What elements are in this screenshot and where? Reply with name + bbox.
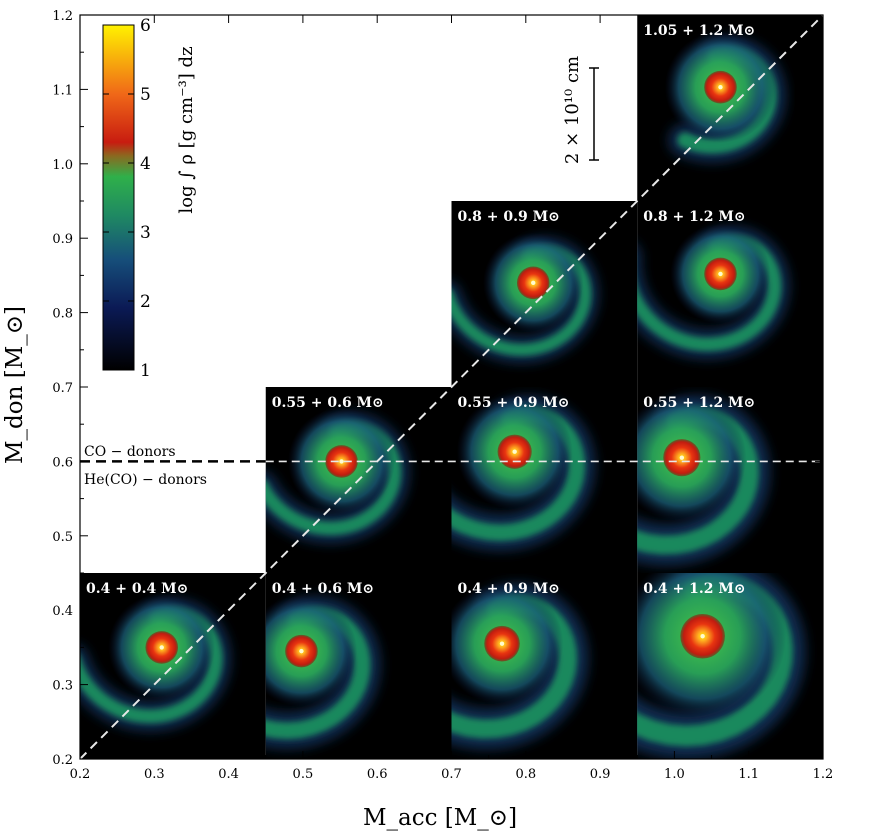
y-tick-label: 0.8: [52, 307, 73, 322]
x-axis-label: M_acc [M_⊙]: [363, 805, 517, 831]
accretor-peak: [299, 648, 304, 654]
colorbar-tick-label: 4: [140, 154, 151, 174]
panel-0: 0.4 + 0.4 M⊙: [80, 573, 266, 759]
simulation-panels: 0.4 + 0.4 M⊙ 0.4 + 0.6 M⊙ 0.4 + 0.9 M⊙ 0.4 …: [80, 15, 823, 759]
y-tick-label: 0.2: [52, 753, 73, 768]
accretor-peak: [159, 645, 164, 650]
y-tick-label: 1.2: [52, 9, 73, 24]
y-tick-label: 0.9: [52, 232, 73, 247]
panel-6: 0.55 + 1.2 M⊙: [637, 387, 823, 573]
x-tick-label: 0.2: [70, 767, 91, 782]
panel-label: 0.8 + 1.2 M⊙: [643, 209, 745, 225]
colorbar-tick-label: 1: [140, 361, 151, 381]
colorbar-tick-label: 5: [140, 85, 151, 105]
colorbar-tick-label: 2: [140, 292, 151, 312]
x-tick-label: 1.2: [813, 767, 834, 782]
accretor-peak: [718, 84, 723, 90]
accretor-peak: [531, 280, 536, 286]
accretor-peak: [512, 449, 517, 454]
scale-bar: 2 × 10¹⁰ cm: [562, 56, 599, 164]
y-tick-label: 0.3: [52, 679, 73, 694]
axis-ticks: [79, 14, 824, 760]
colorbar-tick-label: 6: [140, 16, 151, 36]
panel-label: 1.05 + 1.2 M⊙: [643, 23, 755, 39]
accretor-peak: [700, 634, 705, 639]
panel-label: 0.8 + 0.9 M⊙: [458, 209, 560, 225]
panel-1: 0.4 + 0.6 M⊙: [265, 573, 452, 759]
panel-label: 0.4 + 0.4 M⊙: [86, 581, 188, 597]
panel-3: 0.4 + 1.2 M⊙: [637, 573, 823, 759]
x-tick-label: 1.0: [664, 767, 685, 782]
y-tick-label: 0.6: [52, 455, 73, 470]
panel-label: 0.55 + 0.9 M⊙: [458, 395, 570, 411]
heco-donors-label: He(CO) − donors: [84, 472, 207, 488]
x-tick-label: 0.7: [441, 767, 462, 782]
x-tick-label: 1.1: [738, 767, 759, 782]
panel-8: 0.8 + 1.2 M⊙: [637, 201, 823, 387]
panel-label: 0.55 + 0.6 M⊙: [272, 395, 384, 411]
colorbar-tick-label: 3: [140, 223, 151, 243]
y-tick-label: 1.1: [52, 83, 73, 98]
panel-label: 0.4 + 0.6 M⊙: [272, 581, 374, 597]
x-tick-label: 0.3: [144, 767, 165, 782]
colorbar-gradient: [102, 24, 135, 371]
accretor-peak: [718, 271, 723, 277]
diagonal-reference-line: [79, 14, 824, 760]
y-tick-labels: 0.2 0.3 0.4 0.5 0.6 0.7 0.8 0.9 1.0 1.1 1.2: [52, 9, 73, 768]
co-donors-label: CO − donors: [84, 444, 176, 460]
y-tick-label: 0.5: [52, 530, 73, 545]
y-tick-label: 0.4: [52, 604, 73, 619]
colorbar: 1 2 3 4 5 6 log ∫ ρ [g cm⁻³] dz: [102, 16, 197, 381]
panel-label: 0.55 + 1.2 M⊙: [643, 395, 755, 411]
accretor-peak: [499, 641, 505, 646]
panel-2: 0.4 + 0.9 M⊙: [451, 573, 638, 759]
x-tick-label: 0.5: [293, 767, 314, 782]
accretor-peak: [679, 455, 685, 460]
scale-bar-label: 2 × 10¹⁰ cm: [562, 56, 583, 164]
x-tick-label: 0.4: [218, 767, 239, 782]
panel-7: 0.8 + 0.9 M⊙: [451, 201, 638, 387]
y-tick-label: 0.7: [52, 381, 73, 396]
panel-5: 0.55 + 0.9 M⊙: [451, 387, 638, 573]
colorbar-label: log ∫ ρ [g cm⁻³] dz: [176, 46, 197, 213]
x-tick-label: 0.6: [367, 767, 388, 782]
accretor-peak: [339, 459, 344, 464]
panel-label: 0.4 + 0.9 M⊙: [458, 581, 560, 597]
colorbar-ticks: 1 2 3 4 5 6: [103, 16, 151, 381]
x-tick-label: 0.8: [515, 767, 536, 782]
x-tick-label: 0.9: [590, 767, 611, 782]
y-axis-label: M_don [M_⊙]: [2, 306, 28, 464]
reference-lines: [79, 14, 824, 760]
panel-label: 0.4 + 1.2 M⊙: [643, 581, 745, 597]
y-tick-label: 1.0: [52, 158, 73, 173]
x-tick-labels: 0.2 0.3 0.4 0.5 0.6 0.7 0.8 0.9 1.0 1.1 1.2: [70, 767, 834, 782]
